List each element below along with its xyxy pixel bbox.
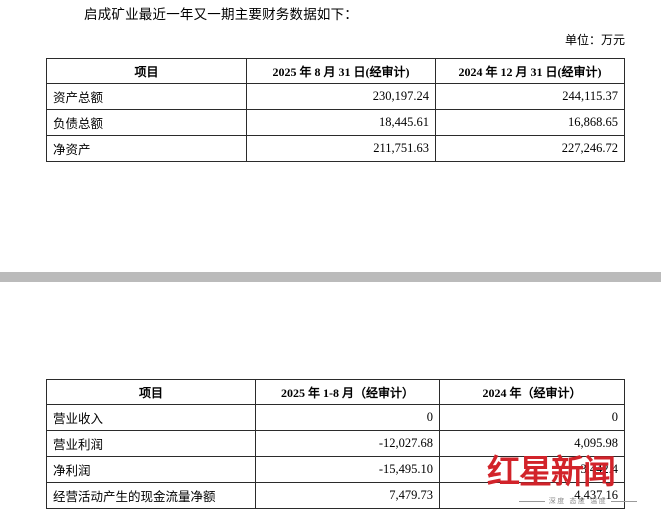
row-label: 负债总额 <box>46 109 247 136</box>
row-value-2024: 16,868.65 <box>435 109 625 136</box>
table-row: 资产总额 230,197.24 244,115.37 <box>46 83 625 110</box>
row-value-2025: 0 <box>255 404 440 431</box>
section-divider <box>0 272 661 282</box>
row-value-2025: 18,445.61 <box>246 109 436 136</box>
row-value-2024: 244,115.37 <box>435 83 625 110</box>
row-label: 营业收入 <box>46 404 256 431</box>
column-header-2024: 2024 年（经审计） <box>439 379 625 405</box>
row-value-2024: 4,095.98 <box>439 430 625 457</box>
row-label: 资产总额 <box>46 83 247 110</box>
income-statement-table: 项目 2025 年 1-8 月（经审计） 2024 年（经审计） 营业收入 0 … <box>46 379 625 509</box>
row-value-2025: 7,479.73 <box>255 482 440 509</box>
row-value-2025: -12,027.68 <box>255 430 440 457</box>
row-label: 净利润 <box>46 456 256 483</box>
row-label: 营业利润 <box>46 430 256 457</box>
table-row: 净利润 -15,495.10 3,442.4 <box>46 456 625 483</box>
table-row: 净资产 211,751.63 227,246.72 <box>46 135 625 162</box>
row-value-2025: -15,495.10 <box>255 456 440 483</box>
row-value-2024: 227,246.72 <box>435 135 625 162</box>
unit-note: 单位：万元 <box>564 33 625 47</box>
row-value-2025: 211,751.63 <box>246 135 436 162</box>
row-value-2025: 230,197.24 <box>246 83 436 110</box>
table-row: 经营活动产生的现金流量净额 7,479.73 4,437.16 <box>46 482 625 509</box>
table-header-row: 项目 2025 年 8 月 31 日(经审计) 2024 年 12 月 31 日… <box>46 58 625 84</box>
table-row: 营业收入 0 0 <box>46 404 625 431</box>
intro-paragraph: 启成矿业最近一年又一期主要财务数据如下： <box>84 7 358 22</box>
table-header-row: 项目 2025 年 1-8 月（经审计） 2024 年（经审计） <box>46 379 625 405</box>
row-value-2024: 4,437.16 <box>439 482 625 509</box>
table-row: 负债总额 18,445.61 16,868.65 <box>46 109 625 136</box>
table-row: 营业利润 -12,027.68 4,095.98 <box>46 430 625 457</box>
row-value-2024: 3,442.4 <box>439 456 625 483</box>
column-header-item: 项目 <box>46 379 256 405</box>
column-header-2025: 2025 年 8 月 31 日(经审计) <box>246 58 436 84</box>
row-label: 净资产 <box>46 135 247 162</box>
row-label: 经营活动产生的现金流量净额 <box>46 482 256 509</box>
column-header-2024: 2024 年 12 月 31 日(经审计) <box>435 58 625 84</box>
balance-sheet-table: 项目 2025 年 8 月 31 日(经审计) 2024 年 12 月 31 日… <box>46 58 625 162</box>
column-header-2025: 2025 年 1-8 月（经审计） <box>255 379 440 405</box>
row-value-2024: 0 <box>439 404 625 431</box>
column-header-item: 项目 <box>46 58 247 84</box>
